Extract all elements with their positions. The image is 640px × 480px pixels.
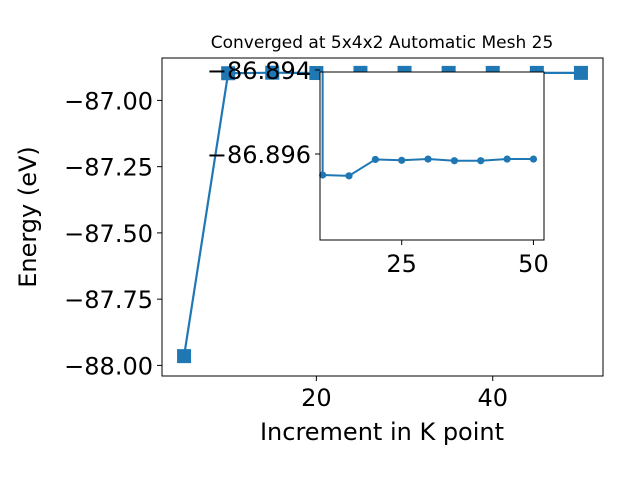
y-tick-label: −87.75 — [64, 286, 153, 314]
inset-y-tick-label: −86.896 — [207, 141, 311, 169]
inset-data-point — [319, 171, 327, 179]
inset-plot-area — [320, 72, 544, 240]
inset-axes: 25 50 −86.896 −86.894 — [207, 57, 549, 278]
y-tick-label: −88.00 — [64, 352, 153, 380]
inset-data-point — [345, 172, 353, 180]
y-axis-label: Energy (eV) — [14, 146, 42, 288]
main-data-point — [177, 349, 192, 364]
inset-ticks: 25 50 −86.896 −86.894 — [207, 57, 549, 278]
inset-data-point — [371, 155, 379, 164]
chart-title: Converged at 5x4x2 Automatic Mesh 25 — [211, 33, 554, 53]
inset-data-point — [503, 155, 511, 163]
inset-data-point — [477, 157, 485, 165]
inset-data-point — [424, 155, 432, 163]
inset-series — [319, 72, 538, 180]
inset-series-line — [321, 72, 534, 177]
inset-data-point — [450, 157, 458, 165]
inset-y-tick-label: −86.894 — [207, 57, 311, 85]
y-tick-label: −87.00 — [64, 87, 153, 115]
x-tick-label: 40 — [477, 384, 508, 412]
main-data-point — [265, 65, 280, 80]
inset-x-tick-label: 50 — [518, 250, 549, 278]
inset-data-point — [398, 156, 406, 164]
main-data-point — [221, 66, 236, 81]
x-axis-label: Increment in K point — [260, 418, 504, 446]
x-tick-label: 20 — [301, 384, 332, 412]
main-ticks: 20 40 −88.00 −87.75 −87.50 −87.25 −87.00 — [64, 87, 508, 412]
inset-data-point — [529, 155, 538, 163]
y-tick-label: −87.25 — [64, 154, 153, 182]
main-data-point — [573, 65, 588, 80]
y-tick-label: −87.50 — [64, 220, 153, 248]
inset-x-tick-label: 25 — [386, 250, 417, 278]
main-axes-frame — [161, 57, 604, 377]
inset-axes-frame — [319, 71, 545, 241]
